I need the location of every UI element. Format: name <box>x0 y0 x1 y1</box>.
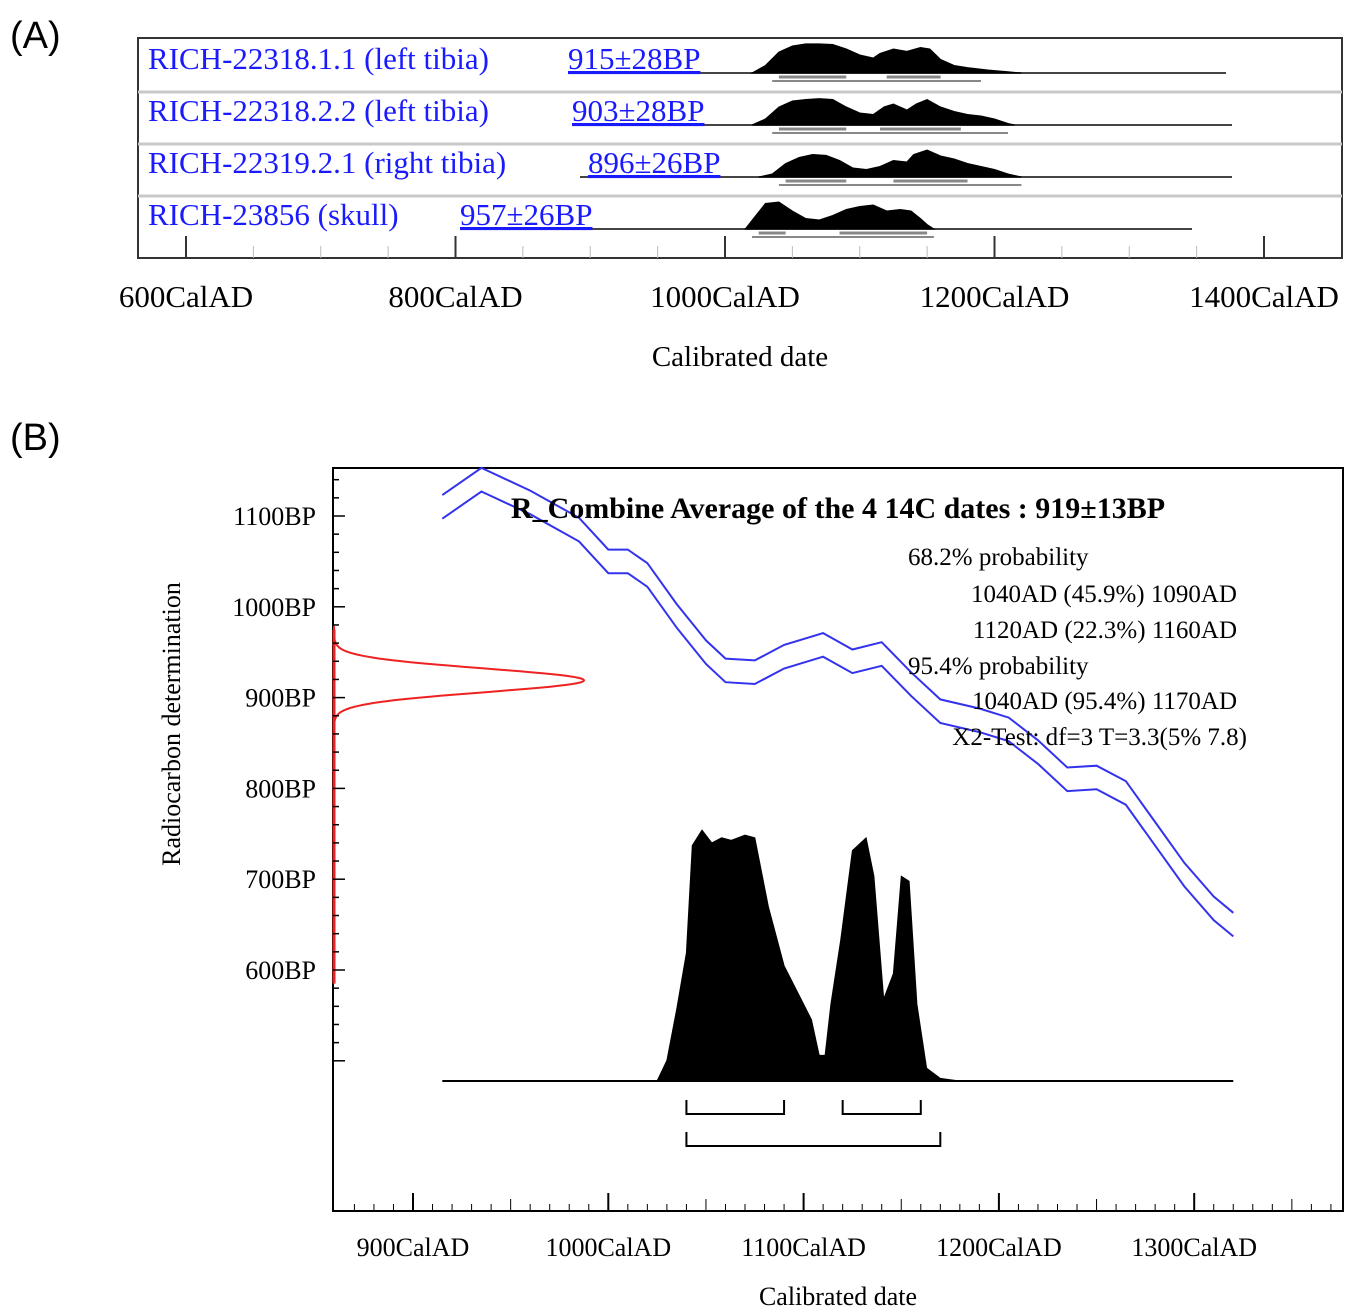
sample-age: 896±26BP <box>588 145 720 180</box>
calibration-curve-upper <box>441 466 1234 914</box>
x-tick-label: 1100CalAD <box>741 1233 866 1262</box>
x-tick-label: 1000CalAD <box>650 279 800 314</box>
y-tick-label: 1100BP <box>233 502 316 531</box>
x-tick-label: 1300CalAD <box>1131 1233 1257 1262</box>
panel-a-letter: (A) <box>10 15 61 57</box>
x-tick-label: 1200CalAD <box>920 279 1070 314</box>
sample-distribution-area <box>758 149 1022 178</box>
x-tick-label: 1200CalAD <box>936 1233 1062 1262</box>
x-tick-label: 1400CalAD <box>1189 279 1339 314</box>
panel-b-title: R_Combine Average of the 4 14C dates : 9… <box>511 492 1165 525</box>
sample-label: RICH-22318.1.1 (left tibia) <box>148 41 489 76</box>
calibration-curve-lower <box>441 490 1234 938</box>
probability-annotation: 95.4% probability <box>908 653 1089 680</box>
sample-age: 903±28BP <box>572 93 704 128</box>
panel-b-y-ticks: 1100BP 1000BP 900BP 800BP 700BP 600BP <box>232 478 345 1062</box>
sample-distribution-area <box>744 201 936 230</box>
sample-label: RICH-23856 (skull) <box>148 197 399 232</box>
panel-b-letter: (B) <box>10 417 61 459</box>
x-tick-label: 900CalAD <box>357 1233 470 1262</box>
range-95-bracket <box>685 1132 942 1147</box>
probability-annotation: 68.2% probability <box>908 544 1089 571</box>
panel-a-x-axis-title: Calibrated date <box>652 341 828 373</box>
sample-distribution-area <box>751 98 1015 126</box>
y-tick-label: 900BP <box>245 684 316 713</box>
probability-annotation: X2-Test: df=3 T=3.3(5% 7.8) <box>952 724 1247 751</box>
sample-label: RICH-22319.2.1 (right tibia) <box>148 145 506 180</box>
probability-range-brackets <box>685 1100 942 1147</box>
panel-b-x-ticks: 900CalAD 1000CalAD 1100CalAD 1200CalAD 1300C… <box>353 1193 1332 1262</box>
range-68-bracket <box>685 1100 786 1115</box>
probability-annotation: 1040AD (45.9%) 1090AD <box>971 581 1237 608</box>
panel-a-frame <box>137 37 1343 259</box>
posterior-area <box>656 829 960 1082</box>
panel-a-chart: RICH-22318.1.1 (left tibia) 915±28BP RICH-… <box>119 37 1343 373</box>
panel-b-annotations: 68.2% probability 1040AD (45.9%) 1090AD 11… <box>908 544 1247 751</box>
panel-b-y-axis-title: Radiocarbon determination <box>157 582 186 866</box>
panel-b-x-axis-title: Calibrated date <box>759 1282 917 1311</box>
sample-distribution-area <box>749 43 1022 74</box>
posterior-distribution <box>442 829 1234 1082</box>
panel-b-frame <box>332 467 1344 1212</box>
x-tick-label: 1000CalAD <box>545 1233 671 1262</box>
panel-b-chart: 900CalAD 1000CalAD 1100CalAD 1200CalAD 1300C… <box>157 466 1344 1311</box>
y-tick-label: 600BP <box>245 956 316 985</box>
probability-annotation: 1120AD (22.3%) 1160AD <box>973 617 1237 644</box>
panel-a-x-ticks: 600CalAD 800CalAD 1000CalAD 1200CalAD 1400Ca… <box>119 236 1339 314</box>
range-68-bracket <box>841 1100 922 1115</box>
panel-a-rows: RICH-22318.1.1 (left tibia) 915±28BP RICH-… <box>138 41 1342 258</box>
x-tick-label: 800CalAD <box>388 279 522 314</box>
sample-label: RICH-22318.2.2 (left tibia) <box>148 93 489 128</box>
probability-annotation: 1040AD (95.4%) 1170AD <box>972 688 1237 715</box>
measurement-distribution <box>332 625 586 984</box>
sample-age: 957±26BP <box>460 197 592 232</box>
measurement-curve <box>333 625 586 735</box>
y-tick-label: 700BP <box>245 865 316 894</box>
x-tick-label: 600CalAD <box>119 279 253 314</box>
y-tick-label: 1000BP <box>232 593 316 622</box>
y-tick-label: 800BP <box>245 774 316 803</box>
calibration-curve <box>441 466 1234 938</box>
sample-age: 915±28BP <box>568 41 700 76</box>
